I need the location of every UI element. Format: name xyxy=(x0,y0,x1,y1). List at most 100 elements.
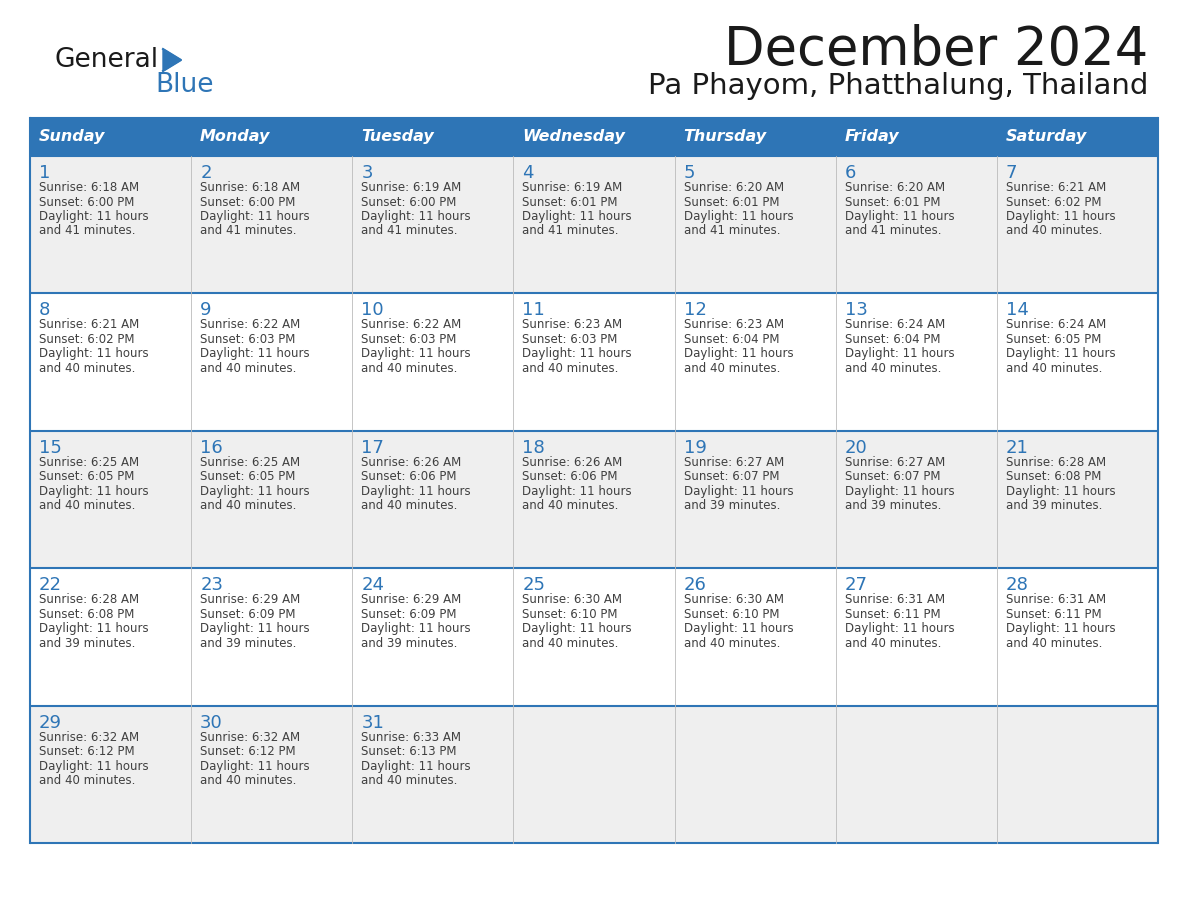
Text: Sunrise: 6:27 AM: Sunrise: 6:27 AM xyxy=(683,456,784,469)
Text: Daylight: 11 hours: Daylight: 11 hours xyxy=(361,347,470,361)
Text: Daylight: 11 hours: Daylight: 11 hours xyxy=(523,622,632,635)
Text: Sunrise: 6:29 AM: Sunrise: 6:29 AM xyxy=(200,593,301,606)
Text: Sunrise: 6:28 AM: Sunrise: 6:28 AM xyxy=(1006,456,1106,469)
Text: Daylight: 11 hours: Daylight: 11 hours xyxy=(845,622,954,635)
Text: 25: 25 xyxy=(523,577,545,594)
Text: Wednesday: Wednesday xyxy=(523,129,625,144)
Text: Sunset: 6:01 PM: Sunset: 6:01 PM xyxy=(845,196,940,208)
Text: Sunset: 6:11 PM: Sunset: 6:11 PM xyxy=(845,608,941,621)
Text: Sunrise: 6:22 AM: Sunrise: 6:22 AM xyxy=(200,319,301,331)
Text: Daylight: 11 hours: Daylight: 11 hours xyxy=(200,485,310,498)
Text: 3: 3 xyxy=(361,164,373,182)
Text: Daylight: 11 hours: Daylight: 11 hours xyxy=(39,759,148,773)
Text: Sunrise: 6:25 AM: Sunrise: 6:25 AM xyxy=(39,456,139,469)
Text: Sunrise: 6:24 AM: Sunrise: 6:24 AM xyxy=(845,319,944,331)
Text: and 39 minutes.: and 39 minutes. xyxy=(361,637,457,650)
Text: Sunrise: 6:18 AM: Sunrise: 6:18 AM xyxy=(200,181,301,194)
Text: Sunset: 6:02 PM: Sunset: 6:02 PM xyxy=(1006,196,1101,208)
Text: Sunrise: 6:33 AM: Sunrise: 6:33 AM xyxy=(361,731,461,744)
Text: and 40 minutes.: and 40 minutes. xyxy=(39,362,135,375)
Text: Sunset: 6:05 PM: Sunset: 6:05 PM xyxy=(1006,333,1101,346)
Text: 12: 12 xyxy=(683,301,707,319)
Text: and 40 minutes.: and 40 minutes. xyxy=(361,362,457,375)
Text: Sunrise: 6:25 AM: Sunrise: 6:25 AM xyxy=(200,456,301,469)
Text: Sunrise: 6:30 AM: Sunrise: 6:30 AM xyxy=(683,593,784,606)
Text: 2: 2 xyxy=(200,164,211,182)
Text: and 40 minutes.: and 40 minutes. xyxy=(39,499,135,512)
Text: Sunrise: 6:31 AM: Sunrise: 6:31 AM xyxy=(1006,593,1106,606)
Bar xyxy=(835,118,997,156)
Text: 31: 31 xyxy=(361,713,384,732)
Text: 26: 26 xyxy=(683,577,707,594)
Text: Thursday: Thursday xyxy=(683,129,766,144)
Text: 5: 5 xyxy=(683,164,695,182)
Text: Daylight: 11 hours: Daylight: 11 hours xyxy=(523,485,632,498)
Text: Sunset: 6:10 PM: Sunset: 6:10 PM xyxy=(683,608,779,621)
Text: Sunrise: 6:19 AM: Sunrise: 6:19 AM xyxy=(523,181,623,194)
Text: 21: 21 xyxy=(1006,439,1029,457)
Text: and 40 minutes.: and 40 minutes. xyxy=(845,362,941,375)
Text: Sunset: 6:06 PM: Sunset: 6:06 PM xyxy=(523,470,618,483)
Text: 7: 7 xyxy=(1006,164,1017,182)
Text: Sunrise: 6:19 AM: Sunrise: 6:19 AM xyxy=(361,181,461,194)
Text: Daylight: 11 hours: Daylight: 11 hours xyxy=(845,347,954,361)
Text: Sunset: 6:02 PM: Sunset: 6:02 PM xyxy=(39,333,134,346)
Text: Daylight: 11 hours: Daylight: 11 hours xyxy=(361,759,470,773)
Bar xyxy=(353,118,513,156)
Text: and 40 minutes.: and 40 minutes. xyxy=(845,637,941,650)
Text: 18: 18 xyxy=(523,439,545,457)
Text: Sunset: 6:08 PM: Sunset: 6:08 PM xyxy=(39,608,134,621)
Text: Sunrise: 6:32 AM: Sunrise: 6:32 AM xyxy=(200,731,301,744)
Text: 20: 20 xyxy=(845,439,867,457)
Text: and 40 minutes.: and 40 minutes. xyxy=(523,362,619,375)
Text: and 39 minutes.: and 39 minutes. xyxy=(39,637,135,650)
Text: 14: 14 xyxy=(1006,301,1029,319)
Text: Sunrise: 6:31 AM: Sunrise: 6:31 AM xyxy=(845,593,944,606)
Bar xyxy=(675,118,835,156)
Text: Saturday: Saturday xyxy=(1006,129,1087,144)
Text: 24: 24 xyxy=(361,577,384,594)
Text: Sunset: 6:01 PM: Sunset: 6:01 PM xyxy=(683,196,779,208)
Text: Sunset: 6:04 PM: Sunset: 6:04 PM xyxy=(683,333,779,346)
Text: Sunset: 6:12 PM: Sunset: 6:12 PM xyxy=(200,745,296,758)
Bar xyxy=(30,294,1158,431)
Text: and 40 minutes.: and 40 minutes. xyxy=(683,637,781,650)
Text: and 40 minutes.: and 40 minutes. xyxy=(523,637,619,650)
Text: and 40 minutes.: and 40 minutes. xyxy=(1006,362,1102,375)
Text: 13: 13 xyxy=(845,301,867,319)
Text: and 41 minutes.: and 41 minutes. xyxy=(845,225,941,238)
Text: General: General xyxy=(55,47,159,73)
Text: Sunrise: 6:21 AM: Sunrise: 6:21 AM xyxy=(1006,181,1106,194)
Text: Daylight: 11 hours: Daylight: 11 hours xyxy=(683,622,794,635)
Bar xyxy=(191,118,353,156)
Text: Daylight: 11 hours: Daylight: 11 hours xyxy=(361,485,470,498)
Text: Sunset: 6:05 PM: Sunset: 6:05 PM xyxy=(200,470,296,483)
Text: Daylight: 11 hours: Daylight: 11 hours xyxy=(200,210,310,223)
Text: Sunrise: 6:26 AM: Sunrise: 6:26 AM xyxy=(361,456,461,469)
Text: Sunset: 6:03 PM: Sunset: 6:03 PM xyxy=(361,333,456,346)
Text: and 39 minutes.: and 39 minutes. xyxy=(1006,499,1102,512)
Text: and 40 minutes.: and 40 minutes. xyxy=(1006,225,1102,238)
Text: Sunrise: 6:26 AM: Sunrise: 6:26 AM xyxy=(523,456,623,469)
Text: Daylight: 11 hours: Daylight: 11 hours xyxy=(39,622,148,635)
Text: 11: 11 xyxy=(523,301,545,319)
Text: 9: 9 xyxy=(200,301,211,319)
Text: Sunset: 6:03 PM: Sunset: 6:03 PM xyxy=(523,333,618,346)
Text: Daylight: 11 hours: Daylight: 11 hours xyxy=(200,622,310,635)
Text: Sunset: 6:13 PM: Sunset: 6:13 PM xyxy=(361,745,456,758)
Text: 10: 10 xyxy=(361,301,384,319)
Text: 8: 8 xyxy=(39,301,50,319)
Text: Sunrise: 6:30 AM: Sunrise: 6:30 AM xyxy=(523,593,623,606)
Text: and 40 minutes.: and 40 minutes. xyxy=(523,499,619,512)
Text: and 40 minutes.: and 40 minutes. xyxy=(200,362,297,375)
Bar xyxy=(30,118,191,156)
Bar xyxy=(30,706,1158,843)
Text: and 40 minutes.: and 40 minutes. xyxy=(39,774,135,787)
Text: and 41 minutes.: and 41 minutes. xyxy=(361,225,457,238)
Text: Pa Phayom, Phatthalung, Thailand: Pa Phayom, Phatthalung, Thailand xyxy=(647,72,1148,100)
Text: 4: 4 xyxy=(523,164,533,182)
Text: and 41 minutes.: and 41 minutes. xyxy=(523,225,619,238)
Bar xyxy=(30,156,1158,294)
Text: Sunset: 6:06 PM: Sunset: 6:06 PM xyxy=(361,470,456,483)
Text: Sunrise: 6:23 AM: Sunrise: 6:23 AM xyxy=(683,319,784,331)
